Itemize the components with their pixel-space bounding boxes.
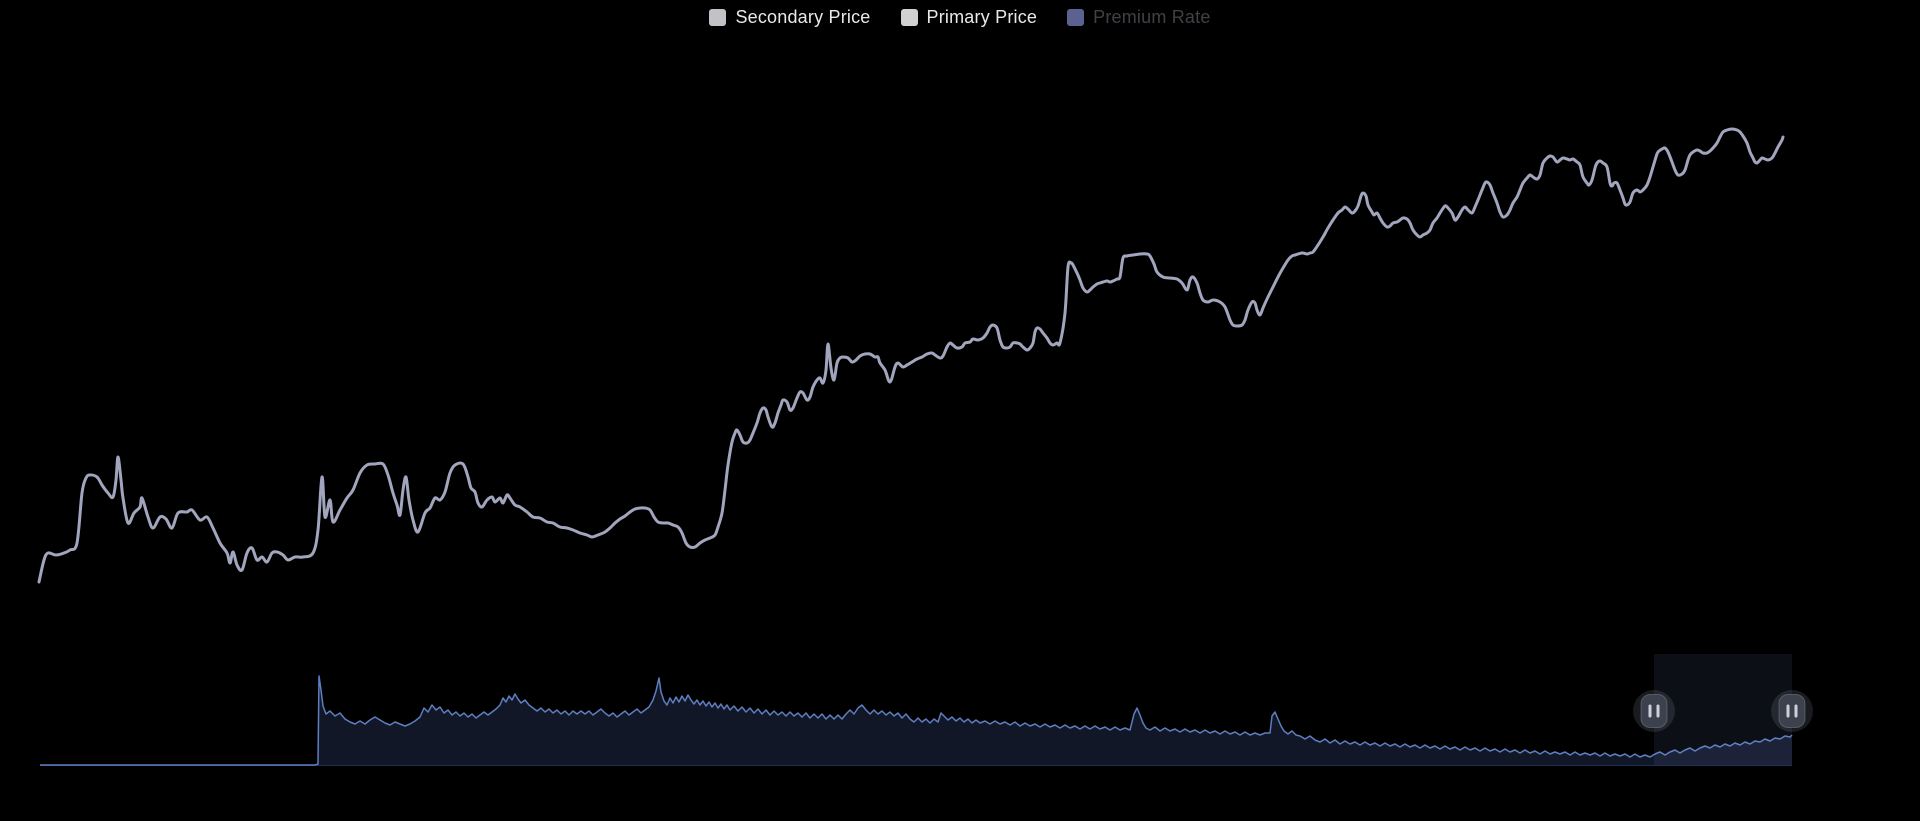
primary-price-swatch-icon xyxy=(900,8,918,26)
legend-item-premium-rate[interactable]: Premium Rate xyxy=(1067,6,1210,28)
legend-label: Premium Rate xyxy=(1093,7,1211,27)
grip-bar-icon xyxy=(1648,704,1652,718)
drag-handle-icon xyxy=(1778,694,1806,728)
navigator-selection-window[interactable] xyxy=(1654,654,1792,765)
main-series-line xyxy=(37,127,1785,584)
legend-item-primary-price[interactable]: Primary Price xyxy=(900,6,1038,28)
chart-legend: Secondary Price Primary Price Premium Ra… xyxy=(0,6,1920,28)
legend-label: Primary Price xyxy=(926,7,1038,27)
grip-bar-icon xyxy=(1656,704,1660,718)
drag-handle-icon xyxy=(1640,694,1668,728)
navigator-outline xyxy=(40,675,1793,766)
secondary-price-swatch-icon xyxy=(709,8,727,26)
navigator[interactable] xyxy=(40,654,1813,766)
grip-bar-icon xyxy=(1794,704,1798,718)
navigator-handle-left[interactable] xyxy=(1633,690,1675,732)
legend-label: Secondary Price xyxy=(735,7,871,27)
grip-bar-icon xyxy=(1786,704,1790,718)
premium-rate-swatch-icon xyxy=(1067,8,1085,26)
navigator-handle-right[interactable] xyxy=(1771,690,1813,732)
legend-item-secondary-price[interactable]: Secondary Price xyxy=(709,6,870,28)
